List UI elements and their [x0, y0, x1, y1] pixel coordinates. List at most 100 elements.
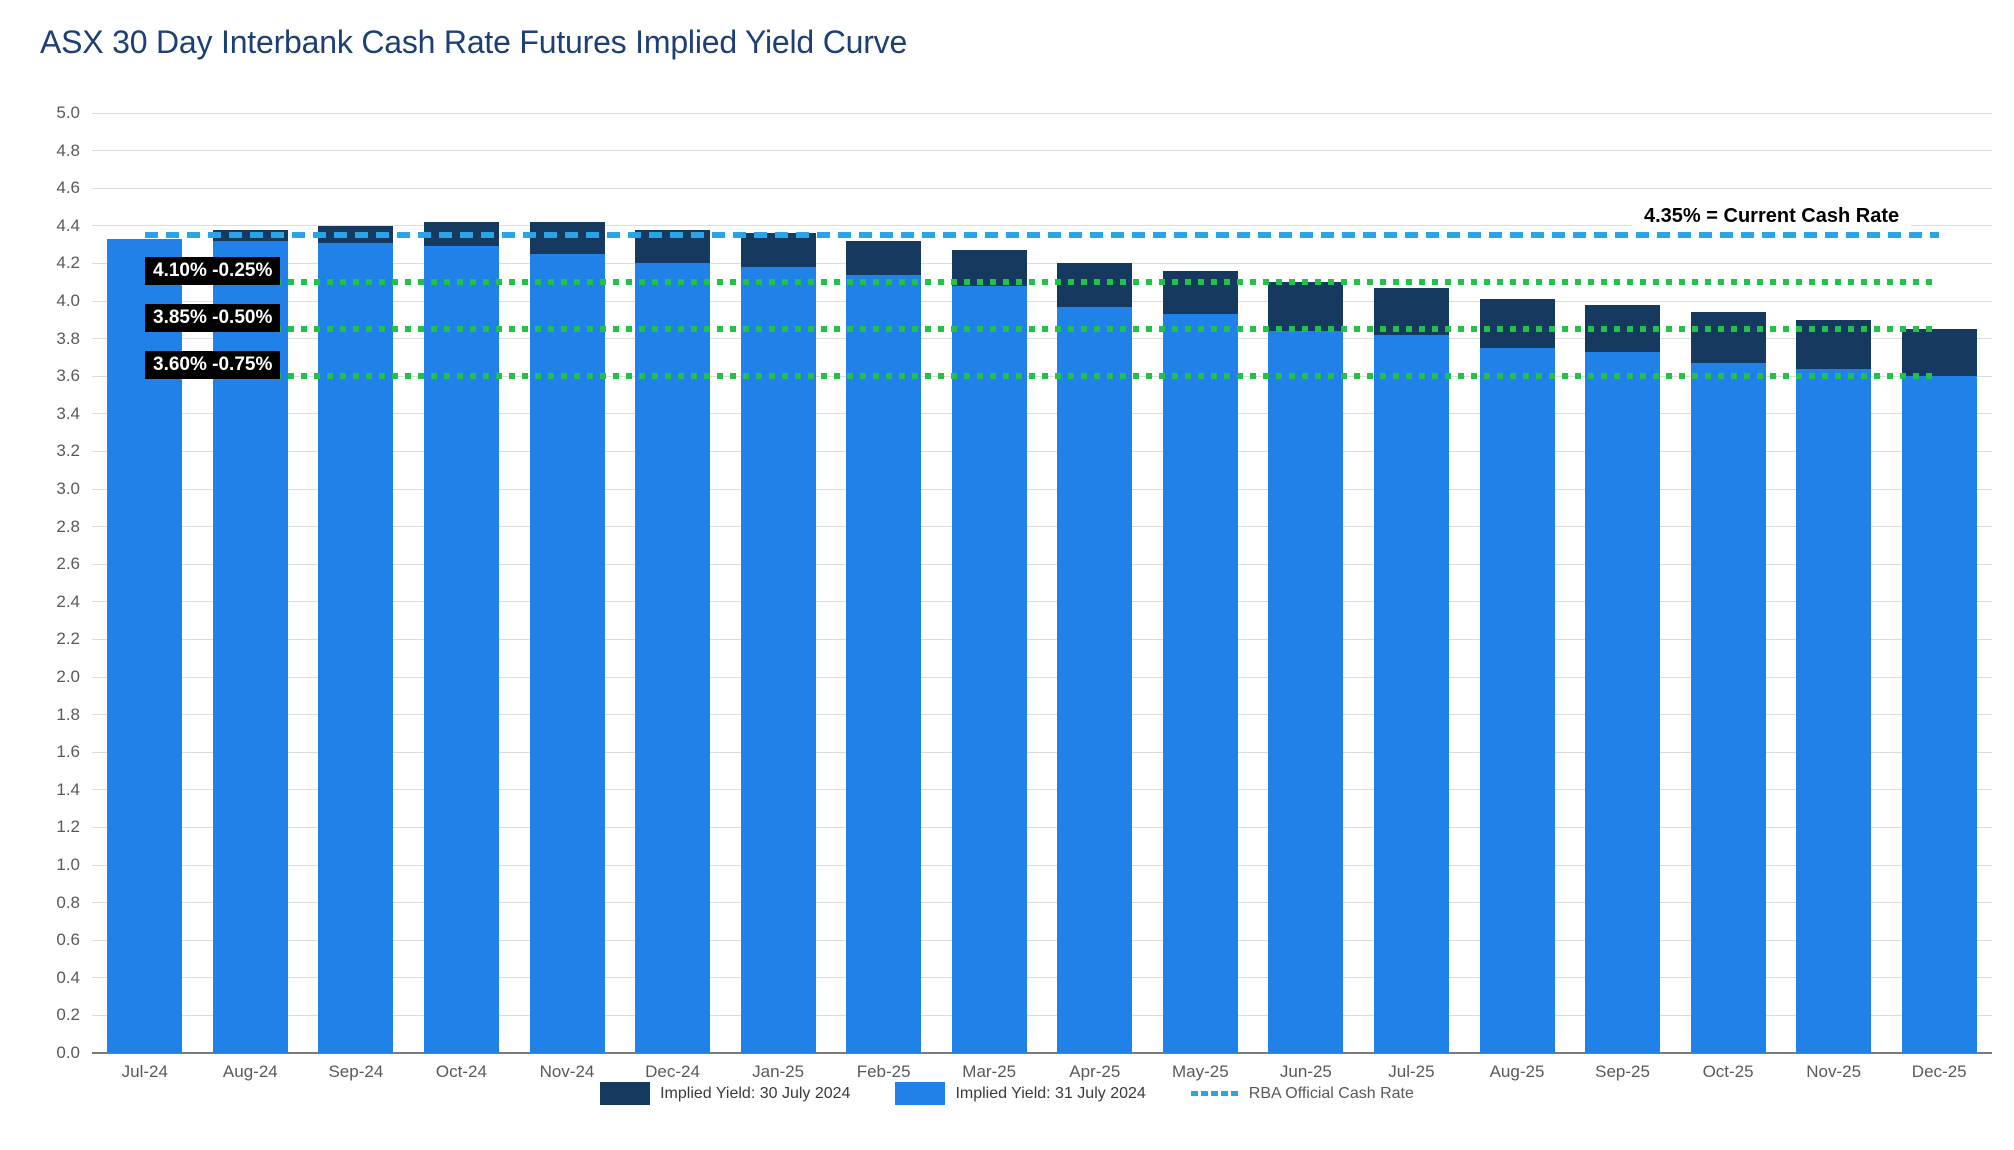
y-axis-label: 2.8 [56, 516, 80, 536]
bar-implied-yield-31-july-2024 [1057, 306, 1133, 1053]
gridline [92, 826, 1992, 828]
rba-cash-rate-line [144, 232, 1940, 239]
legend-label: Implied Yield: 31 July 2024 [955, 1084, 1146, 1102]
y-axis-label: 0.0 [56, 1043, 80, 1062]
dark-navy-swatch [600, 1082, 651, 1105]
gridline [92, 751, 1992, 753]
x-axis-label: Apr-25 [1069, 1062, 1121, 1081]
chart-legend: Implied Yield: 30 July 2024 Implied Yiel… [0, 1082, 2014, 1105]
y-axis-label: 4.2 [56, 253, 80, 273]
bar-implied-yield-31-july-2024 [635, 263, 711, 1053]
gridline [92, 714, 1992, 716]
y-axis-label: 3.4 [56, 403, 80, 423]
y-axis-label: 0.2 [56, 1005, 80, 1025]
bar-implied-yield-31-july-2024 [1585, 351, 1661, 1053]
legend-item-rba-cash-rate: RBA Official Cash Rate [1190, 1085, 1414, 1103]
gridline [92, 789, 1992, 791]
x-axis-label: Dec-24 [645, 1062, 700, 1081]
gridline [92, 450, 1992, 452]
bar-implied-yield-31-july-2024 [951, 285, 1027, 1053]
x-axis-label: Nov-25 [1806, 1062, 1862, 1081]
bar-implied-yield-31-july-2024 [1690, 363, 1766, 1053]
y-axis-label: 2.4 [56, 591, 80, 611]
x-axis-label: Sep-25 [1595, 1062, 1650, 1081]
gridline [92, 902, 1992, 904]
gridline [92, 150, 1992, 152]
dashed-line-swatch [1190, 1091, 1239, 1096]
x-axis-label: Jun-25 [1279, 1062, 1332, 1081]
x-axis-label: Jan-25 [752, 1062, 805, 1081]
current-cash-rate-label: 4.35% = Current Cash Rate [1632, 202, 1912, 231]
y-axis-label: 0.6 [56, 930, 80, 950]
x-axis-label: Sep-24 [328, 1062, 384, 1081]
gridline [92, 864, 1992, 866]
gridline [92, 526, 1992, 528]
bar-implied-yield-31-july-2024 [740, 267, 816, 1053]
rate-cut-label: 3.60% -0.75% [145, 351, 281, 380]
gridline [92, 676, 1992, 678]
y-axis-label: 4.6 [56, 178, 80, 198]
gridline [92, 977, 1992, 979]
x-axis-label: Jul-25 [1388, 1062, 1435, 1081]
bar-implied-yield-31-july-2024 [1373, 334, 1449, 1053]
x-axis-label: Mar-25 [962, 1062, 1017, 1081]
gridline [92, 300, 1992, 302]
gridline [92, 563, 1992, 565]
legend-item-implied-yield-30-july: Implied Yield: 30 July 2024 [600, 1082, 850, 1105]
y-axis-label: 1.6 [56, 742, 80, 762]
gridline [92, 601, 1992, 603]
gridline [92, 638, 1992, 640]
gridline [92, 939, 1992, 941]
y-axis-label: 1.2 [56, 817, 80, 837]
y-axis-label: 0.4 [56, 967, 80, 987]
legend-item-implied-yield-31-july: Implied Yield: 31 July 2024 [895, 1082, 1146, 1105]
gridline [92, 225, 1992, 227]
y-axis-label: 2.6 [56, 554, 80, 574]
legend-label: Implied Yield: 30 July 2024 [660, 1084, 851, 1102]
y-axis-label: 2.0 [56, 667, 80, 686]
bar-implied-yield-31-july-2024 [529, 254, 605, 1053]
gridline [92, 1014, 1992, 1016]
gridline [92, 338, 1992, 340]
y-axis-label: 4.0 [56, 291, 80, 310]
x-axis-label: May-25 [1171, 1062, 1229, 1081]
bar-implied-yield-31-july-2024 [1901, 376, 1977, 1053]
y-axis-label: 3.0 [56, 479, 80, 498]
x-axis-label: Jul-24 [121, 1062, 168, 1081]
chart-title: ASX 30 Day Interbank Cash Rate Futures I… [40, 24, 908, 60]
x-axis-label: Aug-24 [222, 1062, 278, 1081]
x-axis-label: Aug-25 [1489, 1062, 1545, 1081]
x-axis-label: Oct-25 [1702, 1062, 1754, 1081]
rate-cut-line [144, 279, 1940, 286]
rate-cut-label: 4.10% -0.25% [145, 257, 281, 286]
gridline [92, 488, 1992, 490]
light-blue-swatch [895, 1082, 946, 1105]
y-axis-label: 3.8 [56, 328, 80, 348]
x-axis-label: Oct-24 [435, 1062, 487, 1081]
rate-cut-label: 3.85% -0.50% [145, 304, 281, 333]
y-axis-label: 3.2 [56, 441, 80, 461]
y-axis-label: 1.4 [56, 779, 80, 799]
gridline [92, 262, 1992, 264]
y-axis-label: 3.6 [56, 366, 80, 386]
x-axis-label: Nov-24 [539, 1062, 595, 1081]
bar-implied-yield-31-july-2024 [1479, 348, 1555, 1053]
y-axis-label: 2.2 [56, 629, 80, 649]
x-axis-label: Feb-25 [856, 1062, 911, 1081]
bar-implied-yield-31-july-2024 [423, 246, 499, 1053]
x-axis-label: Dec-25 [1911, 1062, 1967, 1081]
gridline [92, 187, 1992, 189]
gridline [92, 413, 1992, 415]
bar-implied-yield-31-july-2024 [1162, 314, 1238, 1053]
y-axis-label: 1.0 [56, 855, 80, 874]
bar-implied-yield-31-july-2024 [318, 242, 394, 1053]
gridline [92, 1052, 1992, 1054]
y-axis-label: 1.8 [56, 704, 80, 724]
y-axis-label: 4.8 [56, 140, 80, 160]
bar-implied-yield-31-july-2024 [1796, 368, 1872, 1053]
y-axis-label: 4.4 [56, 215, 80, 235]
rate-cut-line [144, 373, 1940, 380]
y-axis-label: 5.0 [56, 103, 80, 122]
